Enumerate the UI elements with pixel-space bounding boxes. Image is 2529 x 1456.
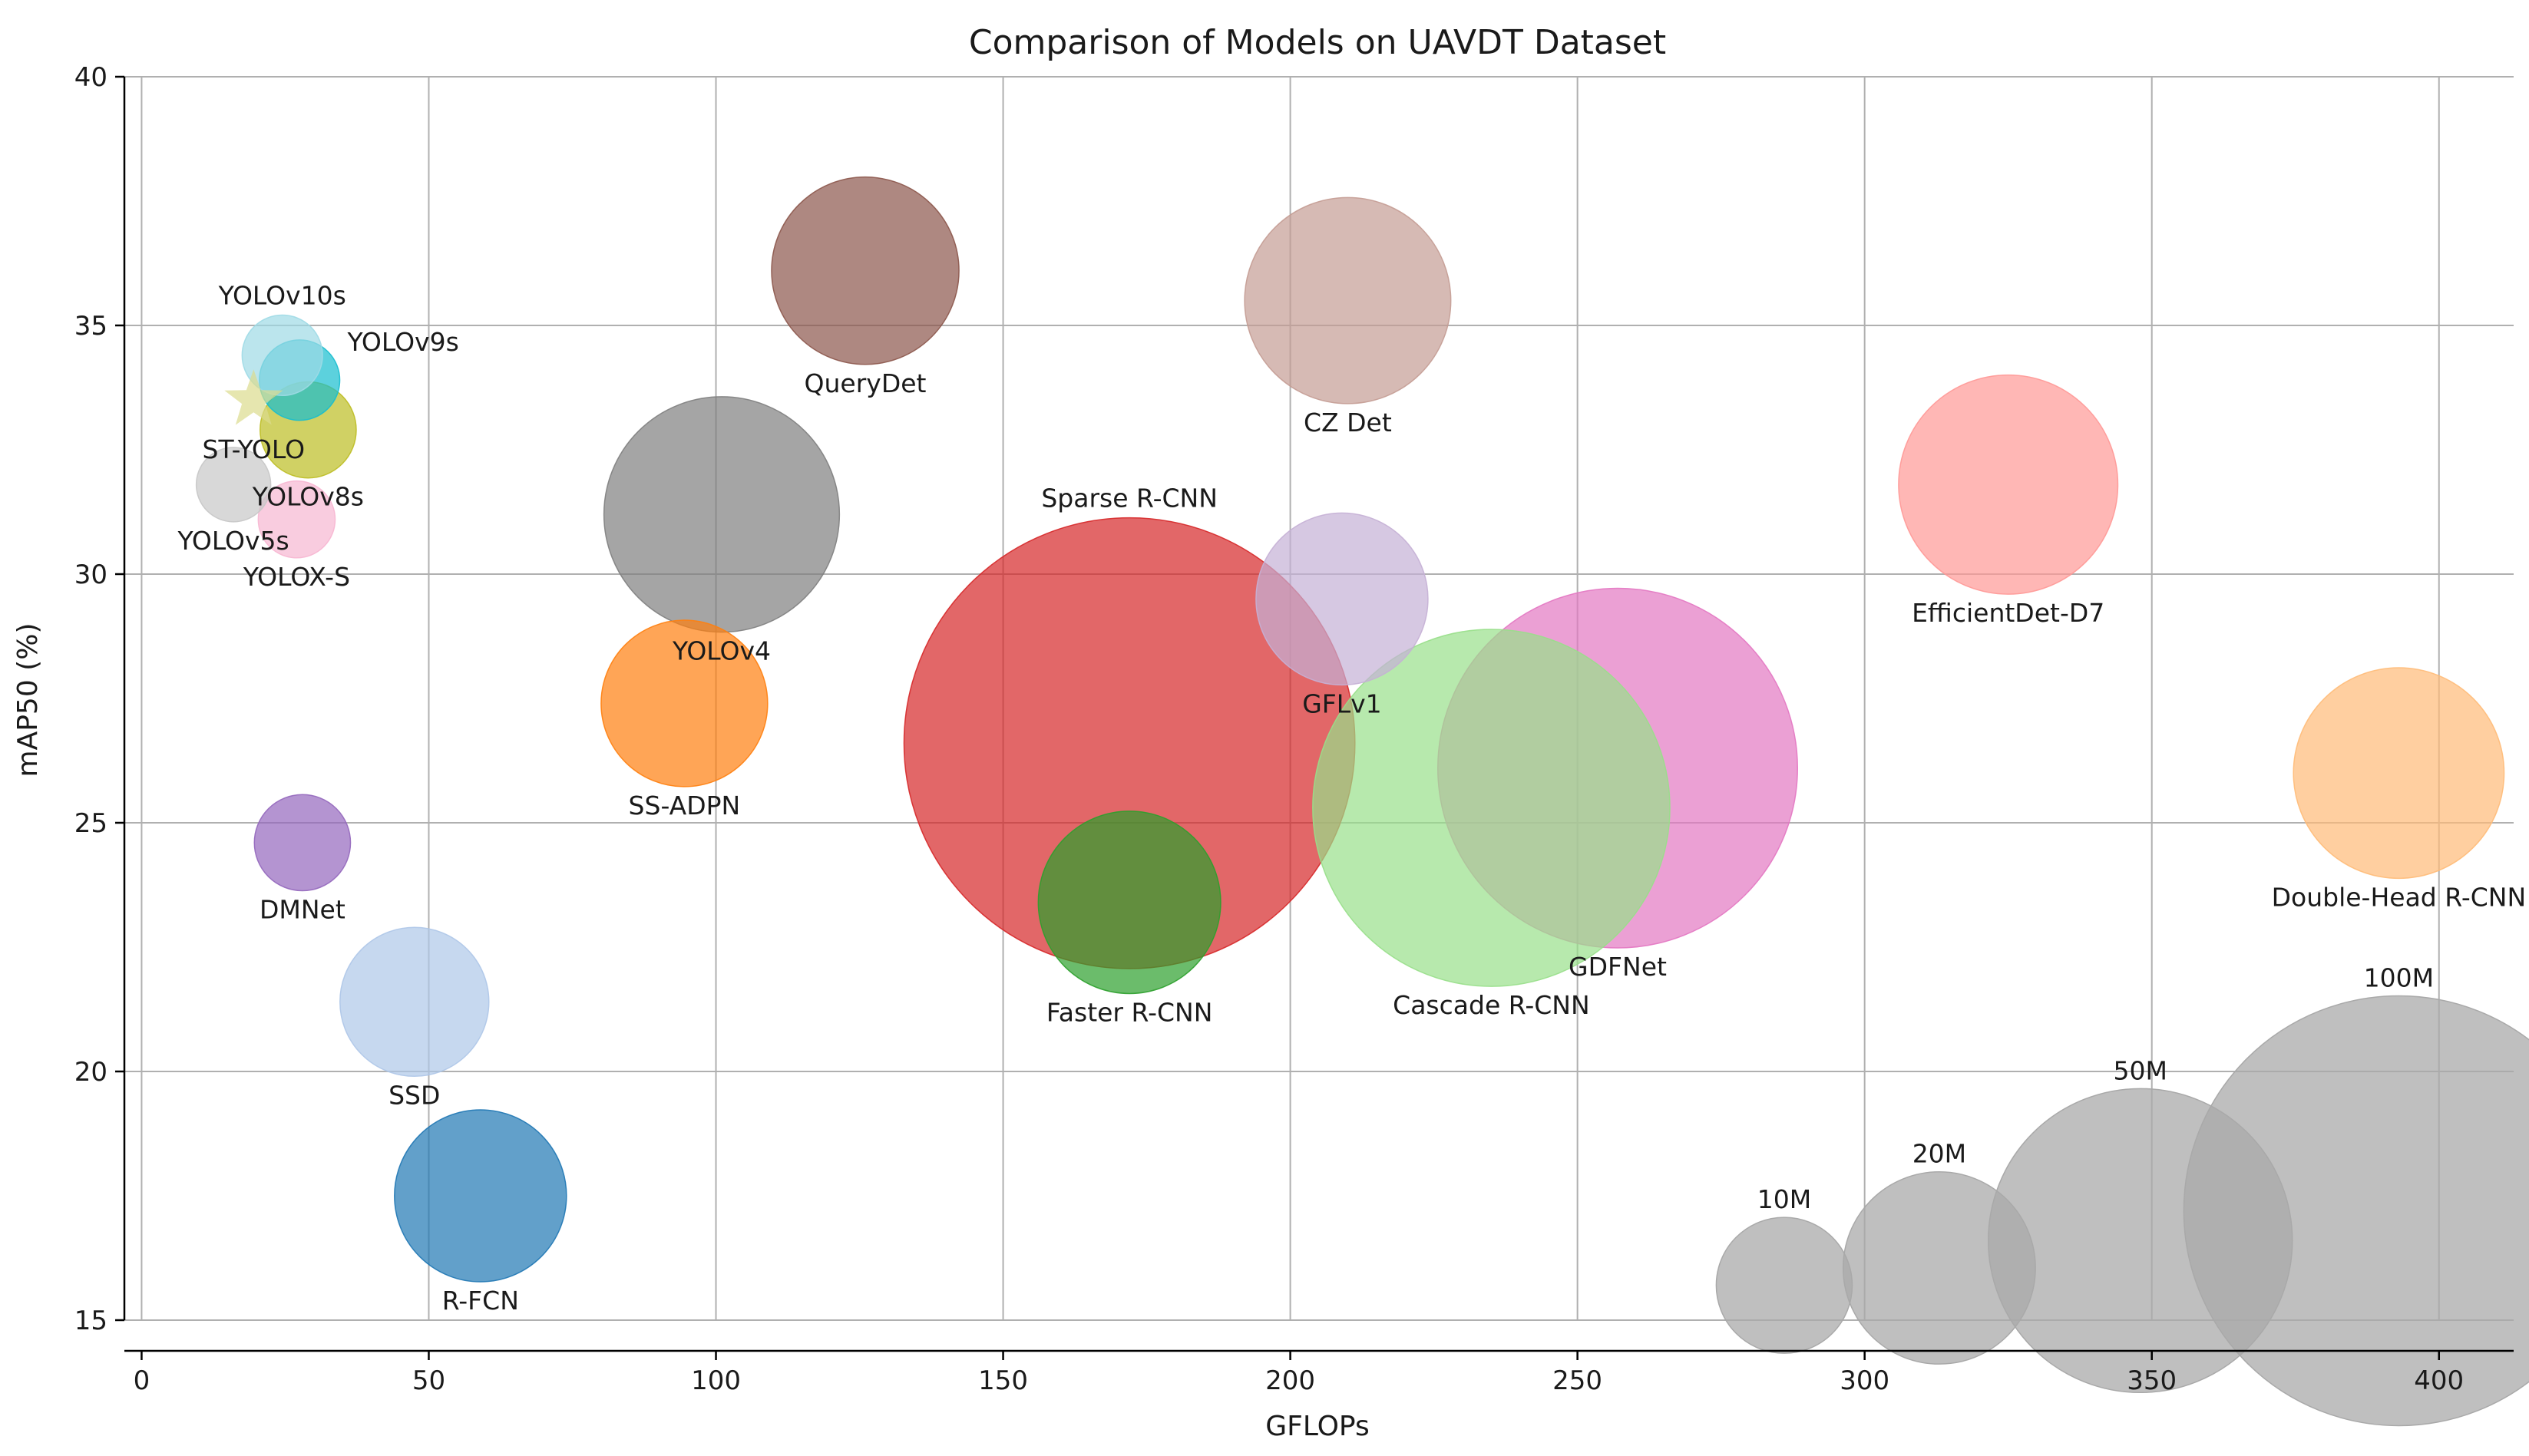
- x-tick-label: 200: [1265, 1365, 1315, 1396]
- x-tick-label: 0: [134, 1365, 150, 1396]
- chart-title: Comparison of Models on UAVDT Dataset: [969, 23, 1666, 62]
- x-tick: 100: [691, 1351, 741, 1396]
- x-tick-label: 150: [978, 1365, 1028, 1396]
- point-yolov10s: [241, 314, 323, 397]
- x-tick-label: 400: [2414, 1365, 2464, 1396]
- point-querydet: [771, 176, 960, 365]
- x-tick: 400: [2414, 1351, 2464, 1396]
- size-legend-label: 20M: [1912, 1139, 1966, 1169]
- point-label: R-FCN: [442, 1286, 519, 1316]
- point-cascade-r-cnn: [1312, 629, 1671, 987]
- point-label: GDFNet: [1569, 952, 1667, 982]
- x-tick-label: 100: [691, 1365, 741, 1396]
- point-efficientdet-d7: [1898, 374, 2119, 595]
- size-legend-bubble: [1715, 1217, 1853, 1354]
- data-points: [195, 176, 2505, 1283]
- y-tick-label: 30: [74, 560, 107, 590]
- point-label: YOLOv5s: [177, 526, 289, 556]
- point-yolox-s: [257, 480, 336, 559]
- y-tick: 25: [74, 808, 124, 839]
- point-yolov4: [603, 396, 841, 633]
- y-tick: 35: [74, 311, 124, 342]
- y-tick: 40: [74, 62, 124, 93]
- x-axis-label: GFLOPs: [1265, 1411, 1370, 1442]
- y-tick: 20: [74, 1057, 124, 1088]
- x-tick-label: 300: [1840, 1365, 1889, 1396]
- point-cz-det: [1244, 196, 1452, 404]
- x-tick: 300: [1840, 1351, 1889, 1396]
- point-label: ST-YOLO: [203, 434, 306, 464]
- point-yolov5s: [195, 447, 272, 523]
- point-ssd: [339, 926, 490, 1078]
- point-label: DMNet: [260, 895, 345, 925]
- x-tick: 350: [2127, 1351, 2177, 1396]
- size-legend-label: 10M: [1757, 1184, 1811, 1214]
- point-label: YOLOv4: [672, 636, 771, 666]
- point-label: YOLOv8s: [252, 482, 364, 512]
- point-labels: R-FCN SS-ADPN Faster R-CNN Sparse R-CNN DMNe…: [177, 280, 2527, 1316]
- point-label: GFLv1: [1302, 688, 1381, 718]
- y-tick: 30: [74, 560, 124, 590]
- y-tick-label: 25: [74, 808, 107, 839]
- x-tick: 0: [134, 1351, 150, 1396]
- axis-ticks: 0 50 100 150 200 250 300 350 400 15 20 25 30 35 40: [74, 62, 2464, 1396]
- y-tick-label: 40: [74, 62, 107, 93]
- point-faster-r-cnn: [1037, 811, 1222, 995]
- point-double-head-r-cnn: [2293, 667, 2505, 880]
- size-legend-label: 100M: [2364, 962, 2434, 992]
- point-label: EfficientDet-D7: [1912, 598, 2104, 628]
- x-tick: 200: [1265, 1351, 1315, 1396]
- point-label: YOLOv9s: [347, 327, 459, 357]
- size-legend-label: 50M: [2114, 1055, 2167, 1085]
- point-label: YOLOX-S: [243, 562, 350, 592]
- point-label: Cascade R-CNN: [1393, 990, 1589, 1020]
- point-label: QueryDet: [805, 368, 927, 398]
- point-label: SSD: [388, 1080, 440, 1110]
- x-tick: 150: [978, 1351, 1028, 1396]
- x-tick-label: 350: [2127, 1365, 2177, 1396]
- point-ss-adpn: [600, 619, 769, 787]
- y-tick-label: 15: [74, 1306, 107, 1336]
- point-gflv1: [1255, 512, 1429, 686]
- x-tick-label: 250: [1552, 1365, 1602, 1396]
- point-label: YOLOv10s: [218, 280, 346, 310]
- point-label: Faster R-CNN: [1046, 997, 1213, 1027]
- x-tick: 250: [1552, 1351, 1602, 1396]
- point-r-fcn: [394, 1109, 567, 1283]
- y-axis-label: mAP50 (%): [12, 623, 44, 778]
- y-tick-label: 35: [74, 311, 107, 342]
- point-st-yolo: [224, 369, 283, 425]
- axes: [123, 77, 2514, 1352]
- point-dmnet: [253, 794, 352, 892]
- size-legend: [1715, 995, 2529, 1427]
- point-label: CZ Det: [1304, 408, 1392, 437]
- point-label: Sparse R-CNN: [1041, 484, 1218, 513]
- y-tick-label: 20: [74, 1057, 107, 1088]
- point-label: Double-Head R-CNN: [2272, 882, 2527, 912]
- y-tick: 15: [74, 1306, 124, 1336]
- point-label: SS-ADPN: [629, 791, 741, 820]
- x-tick: 50: [412, 1351, 445, 1396]
- x-tick-label: 50: [412, 1365, 445, 1396]
- size-legend-bubble: [2183, 995, 2529, 1427]
